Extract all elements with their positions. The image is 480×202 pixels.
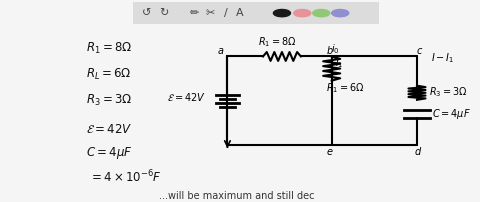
Text: $= 4 \times 10^{-6}F$: $= 4 \times 10^{-6}F$ [89, 169, 162, 186]
Text: $C=4\mu F$: $C=4\mu F$ [432, 107, 471, 121]
Text: ✏: ✏ [190, 8, 199, 18]
Text: $R_1=6\Omega$: $R_1=6\Omega$ [325, 81, 364, 95]
Text: ↺: ↺ [142, 8, 152, 18]
Circle shape [332, 9, 349, 17]
Text: ✂: ✂ [205, 8, 215, 18]
Circle shape [294, 9, 311, 17]
Text: $R_3=3\Omega$: $R_3=3\Omega$ [429, 85, 468, 99]
Text: $C = 4\mu F$: $C = 4\mu F$ [86, 145, 132, 161]
Text: $\mathcal{E} = 42V$: $\mathcal{E} = 42V$ [86, 123, 132, 136]
Text: $R_1 = 8\Omega$: $R_1 = 8\Omega$ [86, 41, 132, 56]
Text: c: c [417, 46, 422, 56]
Text: a: a [218, 46, 224, 56]
FancyBboxPatch shape [132, 2, 379, 24]
Text: /: / [224, 8, 228, 18]
Circle shape [274, 9, 290, 17]
Text: b: b [326, 46, 333, 56]
Text: ...will be maximum and still dec: ...will be maximum and still dec [159, 191, 315, 201]
Text: e: e [326, 147, 332, 157]
Circle shape [313, 9, 330, 17]
Text: $i_0$: $i_0$ [331, 42, 340, 56]
Text: $R_L = 6\Omega$: $R_L = 6\Omega$ [86, 67, 132, 82]
Text: d: d [415, 147, 421, 157]
Text: $I-I_1$: $I-I_1$ [431, 52, 455, 65]
Text: A: A [236, 8, 243, 18]
Text: ↻: ↻ [159, 8, 168, 18]
Text: $R_1=8\Omega$: $R_1=8\Omega$ [258, 35, 297, 49]
Text: $R_3 = 3\Omega$: $R_3 = 3\Omega$ [86, 93, 132, 108]
Text: $I_1$: $I_1$ [335, 57, 344, 70]
Text: $\mathcal{E}=42V$: $\mathcal{E}=42V$ [167, 91, 206, 103]
